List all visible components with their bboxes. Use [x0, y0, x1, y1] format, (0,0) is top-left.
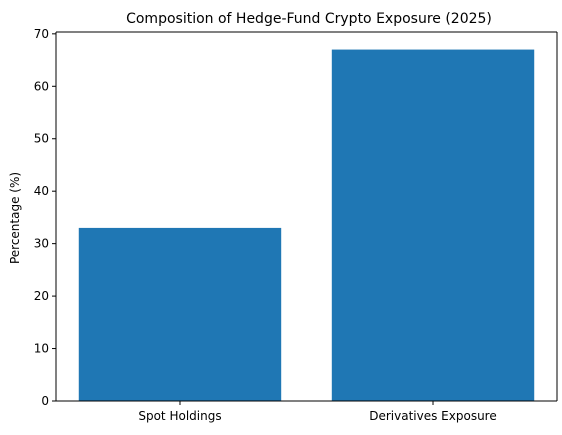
bar-spot-holdings	[78, 227, 282, 401]
y-tick-label: 70	[34, 27, 49, 41]
y-tick-label: 0	[41, 394, 49, 408]
y-tick-label: 60	[34, 79, 49, 93]
y-tick-label: 50	[34, 132, 49, 146]
bar-derivatives-exposure	[331, 49, 535, 401]
bars-group	[78, 49, 535, 401]
y-tick-label: 30	[34, 237, 49, 251]
x-tick-label: Derivatives Exposure	[369, 409, 497, 423]
y-tick-label: 10	[34, 342, 49, 356]
y-axis-title: Percentage (%)	[8, 172, 22, 264]
y-tick-label: 20	[34, 289, 49, 303]
y-axis-ticks: 0 10 20 30 40 50 60 70	[34, 27, 56, 408]
x-axis-ticks: Spot Holdings Derivatives Exposure	[138, 401, 497, 423]
y-tick-label: 40	[34, 184, 49, 198]
chart-title: Composition of Hedge-Fund Crypto Exposur…	[126, 11, 492, 27]
x-tick-label: Spot Holdings	[138, 409, 221, 423]
